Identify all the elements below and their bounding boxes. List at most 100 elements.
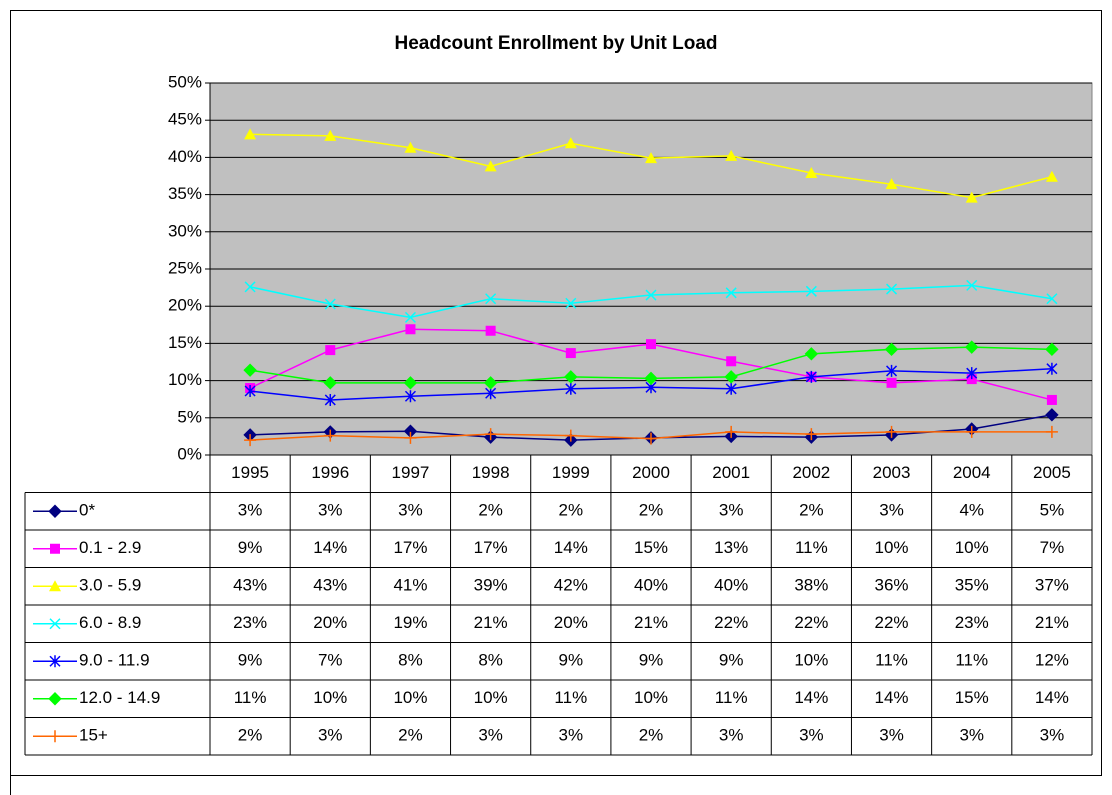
marker bbox=[564, 370, 578, 384]
legend-marker bbox=[48, 692, 62, 706]
marker bbox=[805, 285, 817, 297]
data-label: 11% bbox=[875, 651, 908, 670]
y-tick-label: 35% bbox=[168, 184, 202, 203]
data-label: 14% bbox=[875, 688, 909, 707]
marker bbox=[805, 167, 818, 179]
marker bbox=[804, 347, 819, 361]
data-label: 10% bbox=[474, 688, 508, 707]
marker bbox=[725, 149, 738, 161]
data-label: 35% bbox=[955, 576, 989, 595]
data-label: 9% bbox=[559, 651, 584, 670]
marker bbox=[645, 152, 657, 164]
y-tick-label: 5% bbox=[177, 407, 202, 426]
marker bbox=[726, 356, 737, 367]
data-label: 7% bbox=[1040, 538, 1065, 557]
data-label: 9% bbox=[238, 651, 263, 670]
data-label: 3% bbox=[1040, 726, 1065, 745]
data-label: 39% bbox=[474, 576, 508, 595]
data-label: 40% bbox=[714, 576, 748, 595]
marker bbox=[965, 425, 978, 438]
data-label: 3% bbox=[719, 726, 744, 745]
chart-title: Headcount Enrollment by Unit Load bbox=[394, 33, 717, 54]
x-tick-label: 1995 bbox=[231, 463, 269, 482]
data-label: 9% bbox=[719, 651, 744, 670]
x-tick-label: 2000 bbox=[632, 463, 670, 482]
marker bbox=[405, 324, 416, 335]
data-label: 19% bbox=[393, 613, 427, 632]
marker bbox=[1046, 362, 1058, 375]
x-tick-label: 2004 bbox=[953, 463, 991, 482]
marker bbox=[323, 376, 337, 390]
marker bbox=[565, 348, 576, 359]
data-label: 10% bbox=[393, 688, 427, 707]
legend-marker bbox=[49, 655, 61, 668]
data-label: 8% bbox=[478, 651, 503, 670]
data-label: 3% bbox=[719, 501, 744, 520]
x-tick-label: 1997 bbox=[392, 463, 430, 482]
chart-border bbox=[10, 10, 1102, 795]
marker bbox=[244, 385, 256, 398]
marker bbox=[966, 367, 978, 380]
y-tick-label: 30% bbox=[168, 221, 202, 240]
marker bbox=[644, 371, 658, 386]
marker bbox=[885, 425, 898, 438]
y-tick-label: 10% bbox=[168, 370, 202, 389]
marker bbox=[325, 345, 336, 356]
marker bbox=[484, 428, 497, 441]
data-label: 10% bbox=[794, 651, 828, 670]
legend-label: 0.1 - 2.9 bbox=[79, 538, 141, 557]
data-label: 43% bbox=[313, 576, 347, 595]
legend-marker bbox=[49, 618, 61, 630]
marker bbox=[886, 364, 898, 377]
data-label: 37% bbox=[1035, 576, 1069, 595]
x-tick-label: 2001 bbox=[712, 463, 750, 482]
data-label: 3% bbox=[398, 501, 423, 520]
data-label: 12% bbox=[1035, 651, 1069, 670]
data-label: 20% bbox=[313, 613, 347, 632]
x-tick-label: 1996 bbox=[311, 463, 349, 482]
legend-marker bbox=[49, 730, 61, 743]
marker bbox=[564, 137, 577, 149]
legend-label: 6.0 - 8.9 bbox=[79, 613, 141, 632]
marker bbox=[1045, 408, 1059, 422]
marker bbox=[324, 393, 336, 406]
data-label: 41% bbox=[393, 576, 427, 595]
data-label: 4% bbox=[959, 501, 984, 520]
marker bbox=[645, 432, 657, 445]
marker bbox=[483, 376, 498, 390]
data-label: 11% bbox=[715, 688, 748, 707]
data-label: 23% bbox=[955, 613, 989, 632]
y-tick-label: 50% bbox=[168, 72, 202, 91]
marker bbox=[1045, 170, 1058, 182]
data-label: 2% bbox=[238, 726, 263, 745]
marker bbox=[1045, 342, 1059, 357]
legend-marker bbox=[48, 504, 62, 518]
data-label: 2% bbox=[478, 501, 503, 520]
marker bbox=[966, 279, 978, 291]
marker bbox=[324, 429, 337, 442]
data-label: 40% bbox=[634, 576, 668, 595]
x-tick-label: 1999 bbox=[552, 463, 590, 482]
x-tick-label: 1998 bbox=[472, 463, 510, 482]
marker bbox=[805, 428, 818, 441]
data-label: 10% bbox=[634, 688, 668, 707]
marker bbox=[404, 141, 417, 153]
data-label: 20% bbox=[554, 613, 588, 632]
y-tick-label: 25% bbox=[168, 258, 202, 277]
data-label: 42% bbox=[554, 576, 588, 595]
y-tick-label: 15% bbox=[168, 333, 202, 352]
marker bbox=[725, 287, 737, 299]
marker bbox=[805, 370, 817, 383]
data-label: 14% bbox=[794, 688, 828, 707]
data-label: 3% bbox=[559, 726, 584, 745]
y-tick-label: 0% bbox=[177, 444, 202, 463]
data-label: 23% bbox=[233, 613, 267, 632]
data-label: 14% bbox=[554, 538, 588, 557]
marker bbox=[404, 311, 416, 323]
data-label: 3% bbox=[959, 726, 984, 745]
legend-label: 12.0 - 14.9 bbox=[79, 688, 160, 707]
marker bbox=[404, 390, 416, 403]
marker bbox=[1046, 394, 1057, 405]
legend-marker bbox=[49, 580, 61, 592]
